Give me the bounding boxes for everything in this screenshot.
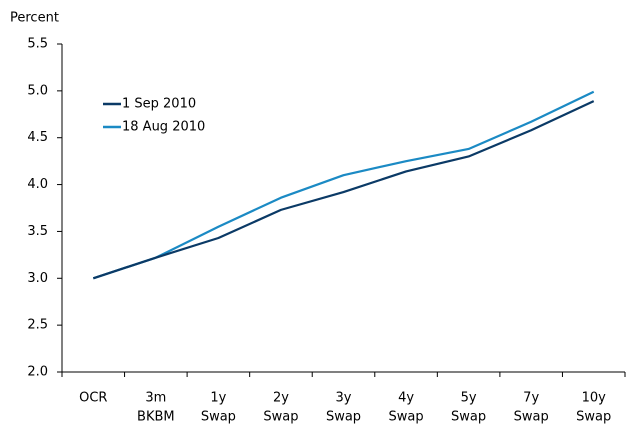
y-tick-label: 3.0 xyxy=(27,271,48,286)
x-tick-label: 10y xyxy=(582,391,607,406)
x-tick-label: Swap xyxy=(201,410,236,425)
y-tick-label: 2.5 xyxy=(27,318,48,333)
x-tick-label: OCR xyxy=(79,391,107,406)
x-tick-label: Swap xyxy=(389,410,424,425)
x-tick-label: BKBM xyxy=(137,410,175,425)
y-axis-label: Percent xyxy=(10,11,59,26)
legend-label: 18 Aug 2010 xyxy=(122,120,205,135)
y-tick-label: 2.0 xyxy=(27,365,48,380)
x-tick-label: 3y xyxy=(336,391,352,406)
series-line xyxy=(92,100,595,280)
x-tick-label: 7y xyxy=(523,391,539,406)
x-tick-label: Swap xyxy=(326,410,361,425)
x-tick-label: 4y xyxy=(398,391,414,406)
y-tick-label: 5.5 xyxy=(27,37,48,52)
x-tick-label: Swap xyxy=(451,410,486,425)
x-tick-label: Swap xyxy=(514,410,549,425)
x-tick-label: 2y xyxy=(273,391,289,406)
y-tick-label: 3.5 xyxy=(27,224,48,239)
x-tick-label: 5y xyxy=(461,391,477,406)
x-tick-label: 3m xyxy=(145,391,166,406)
y-tick-label: 4.5 xyxy=(27,130,48,145)
legend-label: 1 Sep 2010 xyxy=(122,97,196,112)
x-tick-label: 1y xyxy=(210,391,226,406)
x-tick-label: Swap xyxy=(576,410,611,425)
y-tick-label: 5.0 xyxy=(27,83,48,98)
y-tick-label: 4.0 xyxy=(27,177,48,192)
x-tick-label: Swap xyxy=(263,410,298,425)
series-line xyxy=(92,90,595,280)
